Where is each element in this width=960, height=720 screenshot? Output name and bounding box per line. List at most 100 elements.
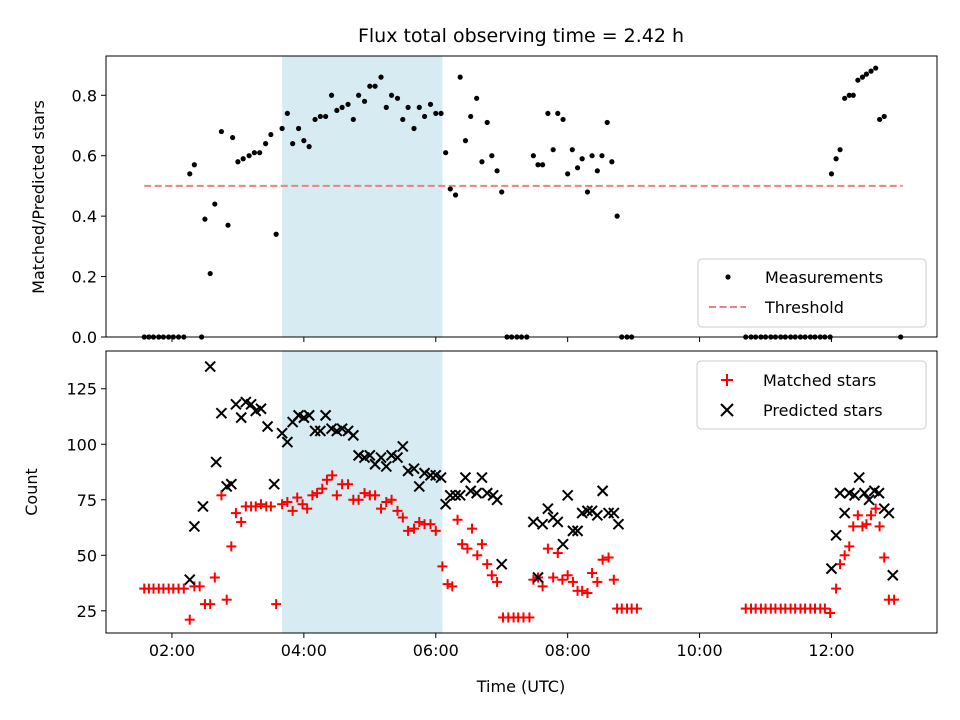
predicted-stars-point: [408, 462, 420, 475]
measurements-point: [400, 116, 406, 123]
measurements-point: [301, 138, 307, 144]
measurements-point: [604, 119, 610, 126]
measurements-point: [328, 92, 335, 98]
predicted-stars-point: [235, 411, 247, 424]
predicted-stars-point: [481, 487, 493, 499]
matched-stars-point: [331, 490, 342, 501]
matched-stars-point: [216, 490, 227, 501]
bot-y-tick-label: 75: [77, 491, 97, 510]
predicted-stars-point: [883, 507, 895, 519]
measurements-point: [378, 74, 384, 80]
measurements-point: [474, 95, 480, 101]
predicted-stars-point: [268, 478, 280, 490]
measurements-point: [859, 74, 866, 80]
matched-stars-point: [608, 574, 619, 585]
predicted-stars-point: [197, 500, 209, 513]
ratio-y-axis-label: Matched/Predicted stars: [29, 100, 48, 294]
x-tick-label: 12:00: [808, 641, 854, 660]
measurements-point: [530, 153, 536, 159]
measurements-point: [339, 104, 345, 110]
measurements-point: [555, 110, 561, 117]
measurements-point: [225, 222, 231, 228]
matched-stars-point: [205, 599, 216, 610]
measurements-point: [855, 77, 861, 83]
measurements-point: [388, 92, 395, 98]
matched-stars-point: [265, 501, 276, 512]
measurements-point: [394, 95, 401, 101]
predicted-stars-point: [476, 471, 488, 484]
matched-stars-point: [442, 579, 453, 590]
measurements-point: [540, 162, 546, 168]
measurements-point: [574, 165, 581, 171]
matched-stars-point: [317, 483, 328, 494]
predicted-stars-point: [542, 502, 554, 515]
matched-stars-point: [467, 523, 478, 534]
matched-stars-point: [282, 496, 293, 507]
matched-stars-point: [592, 576, 603, 587]
predicted-stars-point: [470, 487, 483, 499]
predicted-stars-point: [491, 494, 503, 506]
measurements-point: [462, 138, 469, 144]
measurements-point: [202, 216, 208, 222]
predicted-stars-point: [532, 571, 544, 584]
predicted-stars-point: [608, 507, 620, 519]
measurements-point: [873, 65, 879, 71]
measurements-point: [614, 213, 620, 219]
measurements-point: [323, 113, 329, 120]
ratio-legend: Measurements Threshold: [697, 258, 927, 328]
matched-stars-point: [537, 581, 548, 592]
measurements-point: [494, 168, 500, 174]
predicted-stars-point: [210, 456, 222, 468]
predicted-stars-point: [858, 487, 871, 499]
matched-stars-point: [297, 499, 308, 510]
matched-stars-point: [321, 474, 332, 485]
measurements-point: [589, 153, 595, 159]
measurements-point: [207, 270, 213, 277]
measurements-point: [345, 101, 351, 107]
matched-stars-point: [825, 608, 836, 619]
matched-stars-point: [392, 505, 403, 516]
matched-stars-point: [386, 494, 397, 505]
count-y-axis-label: Count: [22, 468, 41, 516]
top-y-tick-label: 0.0: [72, 328, 97, 347]
matched-stars-point: [307, 490, 318, 501]
top-y-tick-label: 0.2: [72, 268, 97, 287]
measurements-point: [484, 119, 490, 126]
legend-measurements-marker: [725, 274, 731, 280]
predicted-stars-point: [364, 449, 376, 462]
legend-matched-marker: [721, 374, 733, 386]
matched-stars-point: [414, 516, 425, 527]
predicted-stars-point: [255, 403, 267, 415]
measurements-point: [584, 189, 591, 195]
matched-stars-point: [562, 570, 573, 581]
matched-stars-point: [277, 499, 288, 510]
x-tick-label: 02:00: [149, 641, 195, 660]
matched-stars-point: [271, 599, 282, 610]
x-tick-label: 06:00: [413, 641, 459, 660]
predicted-stars-point: [281, 436, 294, 448]
predicted-stars-point: [830, 529, 842, 542]
predicted-stars-point: [552, 516, 564, 528]
measurements-point: [383, 104, 389, 110]
matched-stars-point: [302, 503, 313, 514]
matched-stars-point: [482, 559, 493, 570]
predicted-stars-point: [465, 485, 477, 497]
matched-stars-point: [819, 603, 830, 614]
matched-stars-point: [889, 594, 900, 605]
measurements-point: [268, 131, 274, 138]
predicted-stars-point: [557, 538, 569, 550]
matched-stars-point: [548, 572, 559, 583]
predicted-stars-point: [561, 489, 574, 502]
measurements-point: [499, 189, 505, 195]
matched-stars-point: [312, 488, 323, 499]
measurements-point: [609, 159, 615, 165]
measurements-point: [240, 156, 246, 162]
measurements-point: [317, 113, 323, 120]
measurements-point: [411, 125, 417, 132]
predicted-stars-point: [439, 498, 452, 510]
measurements-point: [187, 171, 193, 177]
legend-measurements-label: Measurements: [765, 268, 883, 287]
matched-stars-point: [353, 494, 364, 505]
predicted-stars-point: [385, 449, 398, 462]
